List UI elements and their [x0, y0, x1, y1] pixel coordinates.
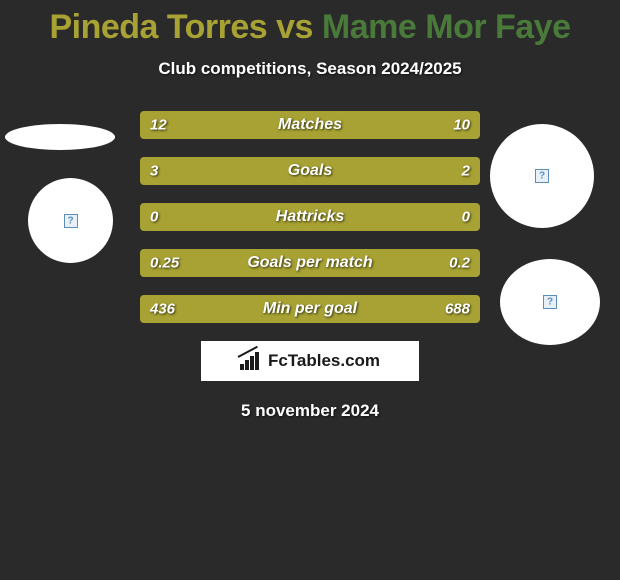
title-vs: vs [267, 8, 322, 46]
stat-label: Min per goal [263, 300, 357, 318]
avatar-left [28, 178, 113, 263]
stat-label: Goals per match [247, 254, 372, 272]
stat-value-left: 12 [150, 117, 167, 134]
page-title: Pineda Torres vs Mame Mor Faye [0, 0, 620, 47]
stat-label: Hattricks [276, 208, 344, 226]
stat-row: 3 2 Goals [140, 157, 480, 185]
image-placeholder-icon [535, 169, 549, 183]
stat-row: 0 0 Hattricks [140, 203, 480, 231]
decorative-ellipse [5, 124, 115, 150]
stat-row: 0.25 0.2 Goals per match [140, 249, 480, 277]
brand-chart-icon [240, 352, 262, 370]
brand-box: FcTables.com [201, 341, 419, 381]
stat-label: Matches [278, 116, 342, 134]
image-placeholder-icon [543, 295, 557, 309]
stat-value-left: 3 [150, 163, 158, 180]
title-player-right: Mame Mor Faye [322, 8, 571, 46]
stat-value-left: 0 [150, 209, 158, 226]
stat-value-left: 0.25 [150, 255, 179, 272]
stat-value-right: 688 [445, 301, 470, 318]
avatar-right-2 [500, 259, 600, 345]
avatar-right-1 [490, 124, 594, 228]
stat-value-left: 436 [150, 301, 175, 318]
subtitle: Club competitions, Season 2024/2025 [0, 59, 620, 79]
stat-value-right: 2 [462, 163, 470, 180]
stat-value-right: 0 [462, 209, 470, 226]
stat-label: Goals [288, 162, 332, 180]
image-placeholder-icon [64, 214, 78, 228]
brand-text: FcTables.com [268, 351, 380, 371]
stat-row: 436 688 Min per goal [140, 295, 480, 323]
stat-value-right: 0.2 [449, 255, 470, 272]
stat-value-right: 10 [453, 117, 470, 134]
title-player-left: Pineda Torres [49, 8, 267, 46]
stat-row: 12 10 Matches [140, 111, 480, 139]
footer-date: 5 november 2024 [0, 401, 620, 421]
